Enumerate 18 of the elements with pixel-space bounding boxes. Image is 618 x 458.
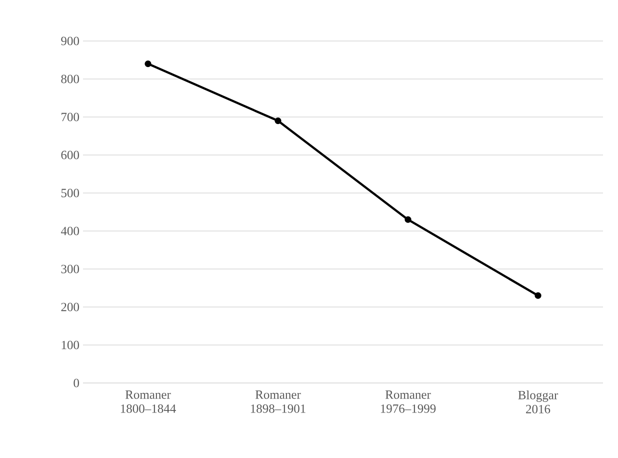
y-tick-label: 300 [61, 264, 80, 274]
x-tick-label: Romaner 1898–1901 [250, 390, 306, 413]
y-tick-label: 900 [61, 36, 80, 46]
x-tick-label: Romaner 1800–1844 [120, 390, 176, 413]
x-tick-label: Bloggar 2016 [518, 390, 558, 414]
y-tick-label: 700 [62, 112, 80, 122]
y-tick-label: 400 [60, 226, 80, 236]
point [274, 118, 282, 124]
point [404, 216, 412, 223]
y-tick-label: 200 [61, 302, 80, 312]
y-tick-label: 600 [61, 150, 80, 160]
y-tick-label: 0 [74, 378, 80, 388]
y-tick-label: 800 [61, 74, 80, 84]
x-tick-label: Romaner 1976–1999 [380, 390, 436, 413]
point [144, 60, 152, 68]
y-tick-label: 100 [62, 340, 80, 350]
point [534, 292, 542, 299]
y-tick-label: 500 [61, 188, 80, 198]
